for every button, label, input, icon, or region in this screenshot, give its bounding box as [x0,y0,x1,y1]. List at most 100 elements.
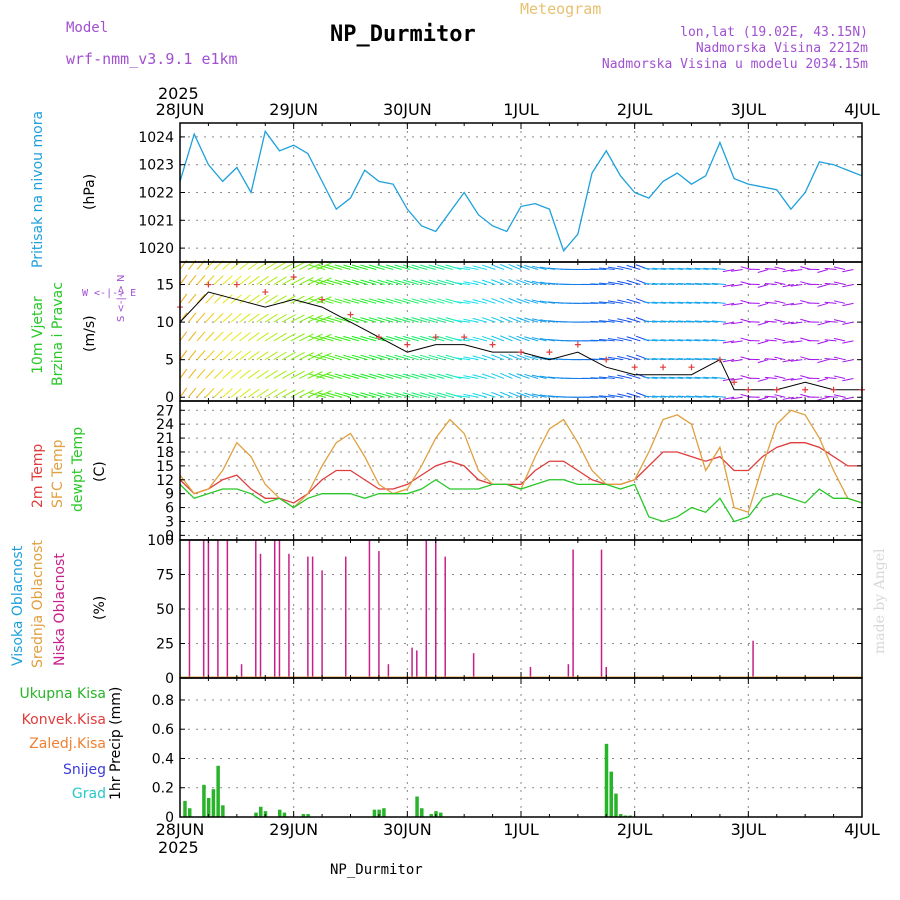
panel-frame [179,539,863,679]
precip-bar [301,814,306,817]
x-tick-label-bottom: 4JUL [844,820,880,839]
precip-bar [202,784,206,817]
y-tick-label: 24 [156,417,174,433]
x-tick-label-bottom: 30JUN [383,820,432,839]
precip-bar [221,805,225,817]
y-tick-label: 27 [156,403,174,419]
model-name: wrf-nmm_v3.9.1 e1km [66,50,238,68]
gust-point [731,379,738,386]
precip-bar [254,812,258,817]
y-tick-label: 1021 [138,213,174,229]
gust-point [688,364,695,371]
y-tick-label: 15 [156,459,174,475]
model-elevation-label: Nadmorska Visina u modelu 2034.15m [601,57,868,72]
x-tick-label-bottom: 2JUL [617,820,653,839]
x-tick-label-bottom: 1JUL [503,820,539,839]
y-tick-label: 9 [165,487,174,503]
gust-point [603,356,610,363]
y-tick-label: 0.6 [152,722,174,738]
gust-point [574,341,581,348]
gust-point [546,349,553,356]
year-bottom: 2025 [158,838,199,857]
panel-frame [179,400,863,541]
y-tick-label: 3 [165,514,174,530]
legend-freezing-rain: Zaledj.Kisa [29,736,106,752]
precip-bar [618,814,623,817]
y-tick-label: 0.8 [152,693,174,709]
y-tick-label: 5 [165,353,174,369]
gust-point [347,311,354,318]
precip-bar [282,812,287,817]
precip-bar [377,809,381,817]
x-tick-label-bottom: 28JUN [156,820,205,839]
gust-point [233,281,240,288]
y-tick-label: 100 [147,533,174,549]
gust-point [773,386,780,393]
x-tick-label-top: 4JUL [844,100,880,119]
footer-station: NP_Durmitor [330,862,423,878]
y-tick-label: 75 [156,568,174,584]
y-tick-label: 1023 [138,158,174,174]
y-tick-label: 0 [165,810,174,826]
gust-point [461,334,468,341]
x-tick-label-top: 28JUN [156,100,205,119]
y-tick-label: 21 [156,431,174,447]
precip-bar [438,812,443,817]
y-tick-label: 10 [156,315,174,331]
y-tick-label: 18 [156,445,174,461]
precip-bar [259,806,263,817]
pressure-line [179,129,863,253]
precip-bar [183,800,187,817]
dewpt-line [179,478,863,523]
x-tick-label-top: 1JUL [503,100,539,119]
gust-point [432,334,439,341]
model-label: Model [66,20,109,36]
precip-bar [216,765,220,817]
x-tick-label-top: 2JUL [617,100,653,119]
y-tick-label: 15 [156,278,174,294]
panel-frame [179,677,863,818]
legend-snow: Snijeg [62,762,106,778]
gust-point [518,349,524,356]
gust-point [375,334,382,341]
gust-point [290,274,297,281]
precip-bar [420,808,424,817]
precip-bar [415,796,419,817]
wind-arrow-field [179,259,854,401]
precip-bar [372,809,377,817]
gust-point [404,341,411,348]
gust-point [802,386,809,393]
y-tick-label: 25 [156,637,174,653]
gust-point [262,289,269,296]
gust-point [745,386,752,393]
y-tick-label: 50 [156,602,174,618]
y-tick-label: 0.2 [152,781,174,797]
gust-point [660,364,667,371]
y-tick-label: 6 [165,501,174,517]
gust-point [830,386,837,393]
chart-title: NP_Durmitor [330,22,476,47]
gust-point [716,356,723,363]
y-tick-label: 0.4 [152,751,174,767]
panel-frame [179,122,863,263]
legend-hail: Grad [71,786,106,802]
gust-point [631,364,638,371]
x-tick-label-top: 3JUL [731,100,767,119]
y-tick-label: 0 [165,528,174,544]
precip-bar [429,814,434,817]
year-top: 2025 [158,84,199,103]
legend-total-rain: Ukupna Kisa [19,686,106,702]
precip-bar [604,743,609,817]
lonlat-label: lon,lat (19.02E, 43.15N) [680,25,868,40]
y-tick-label: 1020 [138,241,174,257]
precip-bar [211,789,216,817]
x-tick-label-top: 29JUN [269,100,318,119]
gust-point [489,341,496,348]
precip-bar [609,771,613,817]
y-tick-label: 0 [165,671,174,687]
elevation-label: Nadmorska Visina 2212m [695,41,868,56]
precip-bar [614,793,618,817]
panel-frame [179,261,863,402]
x-tick-label-top: 30JUN [383,100,432,119]
